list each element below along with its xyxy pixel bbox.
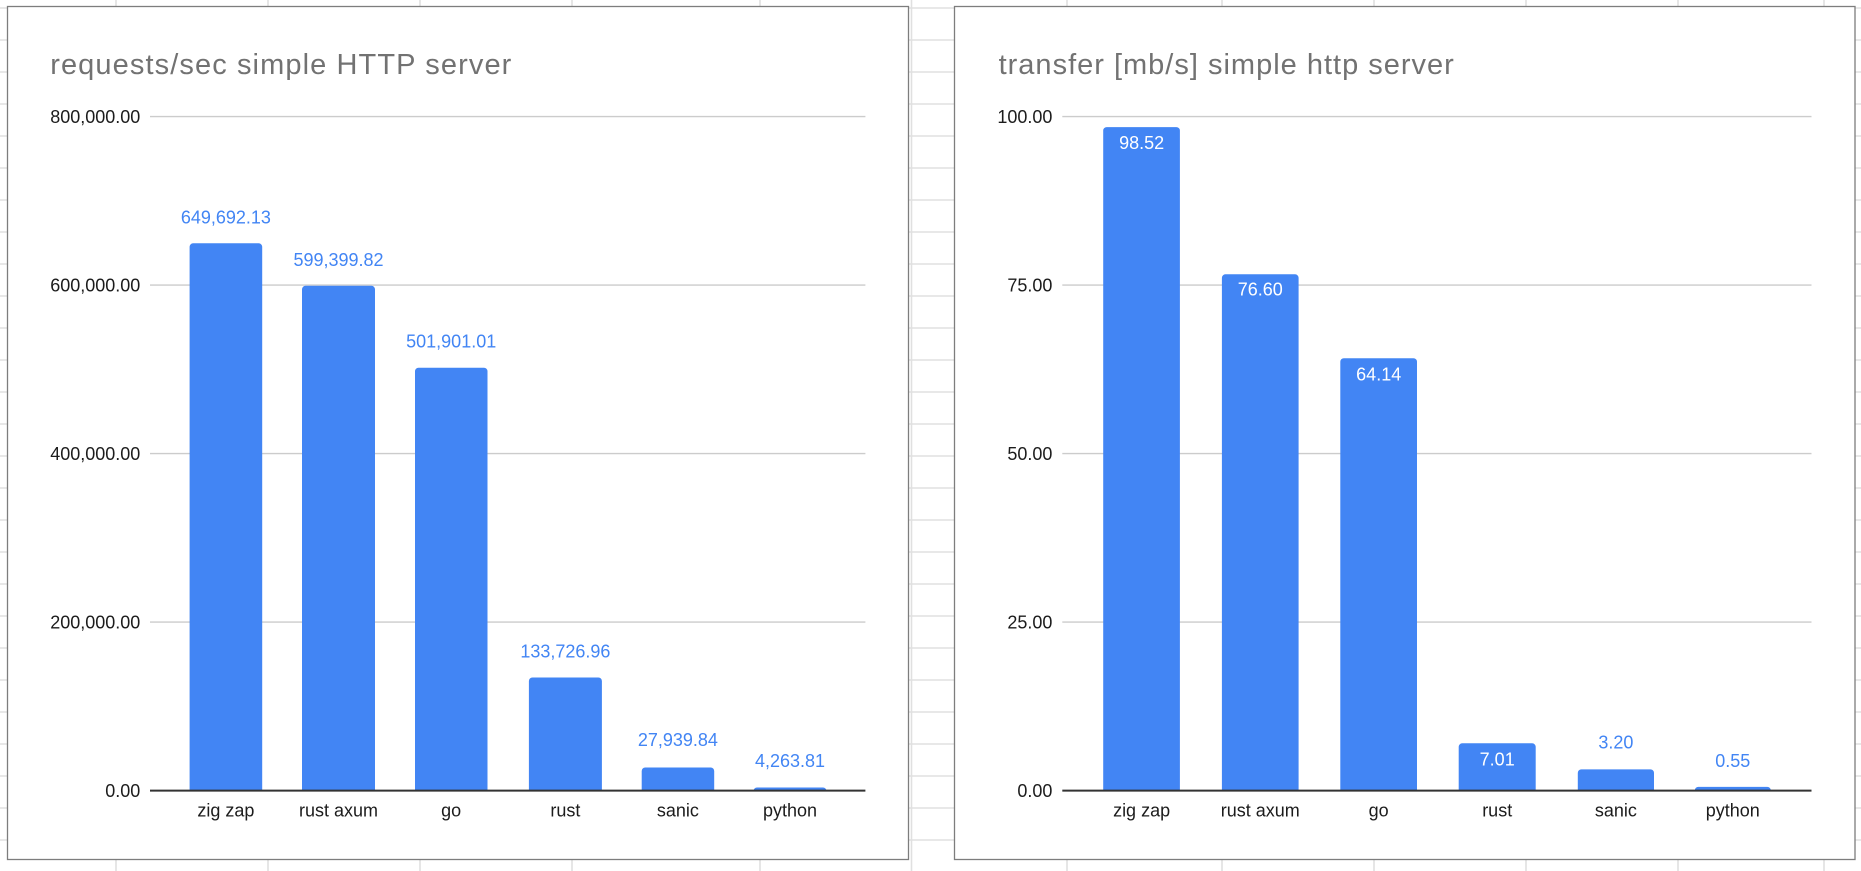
- svg-text:200,000.00: 200,000.00: [50, 613, 140, 633]
- svg-text:python: python: [1706, 800, 1760, 820]
- svg-text:rust axum: rust axum: [1221, 800, 1300, 820]
- svg-text:133,726.96: 133,726.96: [520, 642, 610, 662]
- svg-text:sanic: sanic: [657, 800, 699, 820]
- svg-text:0.55: 0.55: [1715, 751, 1750, 771]
- svg-text:600,000.00: 600,000.00: [50, 276, 140, 296]
- svg-text:rust: rust: [550, 800, 580, 820]
- svg-text:sanic: sanic: [1595, 800, 1637, 820]
- svg-text:400,000.00: 400,000.00: [50, 444, 140, 464]
- svg-text:76.60: 76.60: [1238, 279, 1283, 299]
- svg-text:0.00: 0.00: [1017, 781, 1052, 801]
- svg-text:rust axum: rust axum: [299, 800, 378, 820]
- svg-text:25.00: 25.00: [1007, 613, 1052, 633]
- svg-text:599,399.82: 599,399.82: [293, 250, 383, 270]
- svg-text:27,939.84: 27,939.84: [638, 730, 718, 750]
- svg-text:50.00: 50.00: [1007, 444, 1052, 464]
- svg-text:zig zap: zig zap: [1113, 800, 1170, 820]
- svg-text:4,263.81: 4,263.81: [755, 751, 825, 771]
- svg-text:501,901.01: 501,901.01: [406, 332, 496, 352]
- svg-text:64.14: 64.14: [1356, 364, 1401, 384]
- svg-text:zig zap: zig zap: [197, 800, 254, 820]
- svg-text:0.00: 0.00: [105, 781, 140, 801]
- svg-text:transfer [mb/s] simple http se: transfer [mb/s] simple http server: [999, 49, 1455, 81]
- svg-text:800,000.00: 800,000.00: [50, 107, 140, 127]
- svg-text:3.20: 3.20: [1598, 733, 1633, 753]
- svg-text:7.01: 7.01: [1480, 750, 1515, 770]
- svg-text:python: python: [763, 800, 817, 820]
- svg-text:649,692.13: 649,692.13: [181, 207, 271, 227]
- svg-text:go: go: [1369, 800, 1389, 820]
- svg-text:75.00: 75.00: [1007, 276, 1052, 296]
- svg-text:go: go: [441, 800, 461, 820]
- svg-text:requests/sec simple HTTP serve: requests/sec simple HTTP server: [50, 49, 512, 81]
- svg-text:100.00: 100.00: [997, 107, 1052, 127]
- svg-text:rust: rust: [1482, 800, 1512, 820]
- svg-text:98.52: 98.52: [1119, 133, 1164, 153]
